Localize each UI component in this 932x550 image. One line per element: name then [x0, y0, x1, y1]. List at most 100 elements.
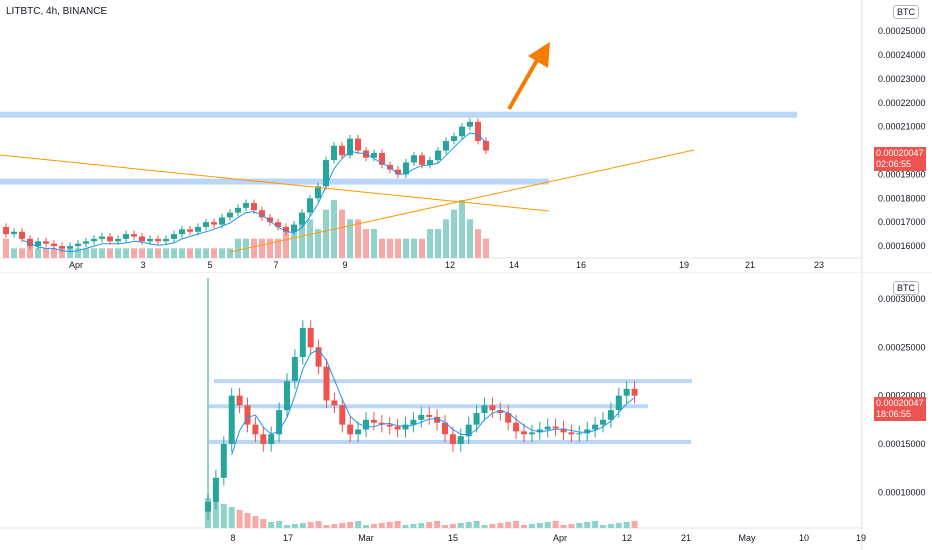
candle-body [449, 434, 456, 444]
volume-bar [43, 248, 49, 258]
candle-body [299, 328, 306, 358]
x-tick-label: 19 [856, 533, 866, 543]
volume-bar [251, 238, 257, 258]
candle-body [284, 381, 290, 411]
volume-bar [592, 521, 599, 528]
support-zone [0, 178, 549, 185]
mid-zone-bottom [209, 404, 648, 409]
bottom-chart-canvas[interactable]: 0.00030000 0.00025000 0.00020000 0.00015000… [0, 272, 932, 550]
bottom-chart-pane[interactable]: 0.00030000 0.00025000 0.00020000 0.00015000… [0, 272, 932, 550]
candle-body [195, 226, 201, 232]
y-tick-label: 0.00025000 [878, 342, 926, 352]
candle-body [615, 395, 622, 411]
volume-bar [267, 238, 273, 258]
x-tick-label: 3 [140, 260, 145, 270]
volume-bar [473, 521, 480, 528]
candle-body [115, 238, 121, 242]
volume-bar [371, 229, 377, 258]
candle-body [252, 424, 259, 435]
candle-body [418, 414, 425, 420]
volume-bar [443, 219, 449, 258]
volume-bar [370, 524, 377, 528]
candle-body [528, 432, 535, 435]
x-tick-label: 21 [745, 260, 755, 270]
candle-body [475, 121, 481, 141]
x-tick-label: 14 [509, 260, 519, 270]
volume-bar [434, 521, 441, 528]
y-tick-label: 0.00025000 [878, 26, 926, 36]
volume-bar [331, 524, 338, 528]
candle-body [51, 243, 57, 247]
volume-bar [268, 522, 275, 528]
candle-body [473, 413, 480, 425]
volume-bar [386, 522, 393, 528]
volume-bar [227, 248, 233, 258]
volume-bar [623, 522, 630, 528]
volume-bar [228, 507, 235, 528]
volume-bar [339, 523, 346, 528]
volume-bar [220, 504, 227, 528]
volume-bar [435, 229, 441, 258]
volume-bar [475, 229, 481, 258]
candle-body [347, 138, 353, 156]
volume-bar [315, 521, 322, 528]
volume-bar [419, 238, 425, 258]
volume-bar [171, 248, 177, 258]
top-chart-pane[interactable]: 0.00025000 0.00024000 0.00023000 0.00022000… [0, 0, 932, 272]
volume-bar [402, 525, 409, 528]
top-chart-canvas[interactable]: 0.00025000 0.00024000 0.00023000 0.00022000… [0, 0, 932, 272]
x-tick-label: 9 [342, 260, 347, 270]
candle-body [489, 405, 496, 411]
volume-bar [521, 525, 527, 528]
candle-body [19, 231, 25, 239]
volume-bar [451, 209, 457, 258]
volume-bar [163, 248, 169, 258]
target-arrow-shaft [507, 54, 542, 110]
candle-body [600, 419, 606, 425]
x-tick-label: May [738, 533, 756, 543]
volume-bar [457, 523, 464, 528]
volume-bar [211, 248, 217, 258]
candle-body [592, 424, 599, 430]
candle-body [205, 501, 211, 512]
candle-body [426, 414, 433, 417]
y-tick-label: 0.00021000 [878, 122, 926, 132]
volume-bar [615, 523, 622, 528]
volume-bar [427, 229, 433, 258]
candle-body [568, 432, 575, 435]
volume-bar [139, 248, 145, 258]
volume-bar [235, 238, 241, 258]
currency-badge[interactable]: BTC [893, 5, 919, 19]
currency-badge-bottom[interactable]: BTC [893, 281, 919, 295]
x-tick-label: 5 [207, 260, 212, 270]
candle-body [307, 198, 313, 213]
y-tick-label: 0.00017000 [878, 217, 926, 227]
y-tick-label: 0.00024000 [878, 50, 926, 60]
candle-body [552, 426, 559, 429]
candle-body [505, 413, 512, 423]
candle-body [371, 152, 377, 158]
volume-bar [3, 238, 9, 258]
x-tick-label: 16 [576, 260, 586, 270]
candle-body [331, 400, 338, 406]
candle-body [251, 203, 257, 211]
candle-body [394, 426, 401, 430]
candle-body [403, 162, 409, 175]
y-tick-label: 0.00018000 [878, 193, 926, 203]
candle-body [139, 236, 145, 242]
x-tick-label: 8 [230, 533, 235, 543]
candle-body [211, 222, 217, 225]
candle-body [481, 405, 488, 414]
candle-body [219, 217, 225, 225]
candle-body [228, 395, 235, 444]
candle-body [227, 212, 233, 218]
volume-bar [536, 523, 543, 528]
volume-bar [179, 248, 185, 258]
candle-body [434, 416, 441, 423]
candle-body [427, 160, 433, 165]
volume-bar [544, 522, 551, 528]
volume-bar [481, 525, 488, 528]
volume-bar [584, 522, 591, 528]
candle-body [443, 140, 449, 151]
candle-body [355, 138, 361, 151]
